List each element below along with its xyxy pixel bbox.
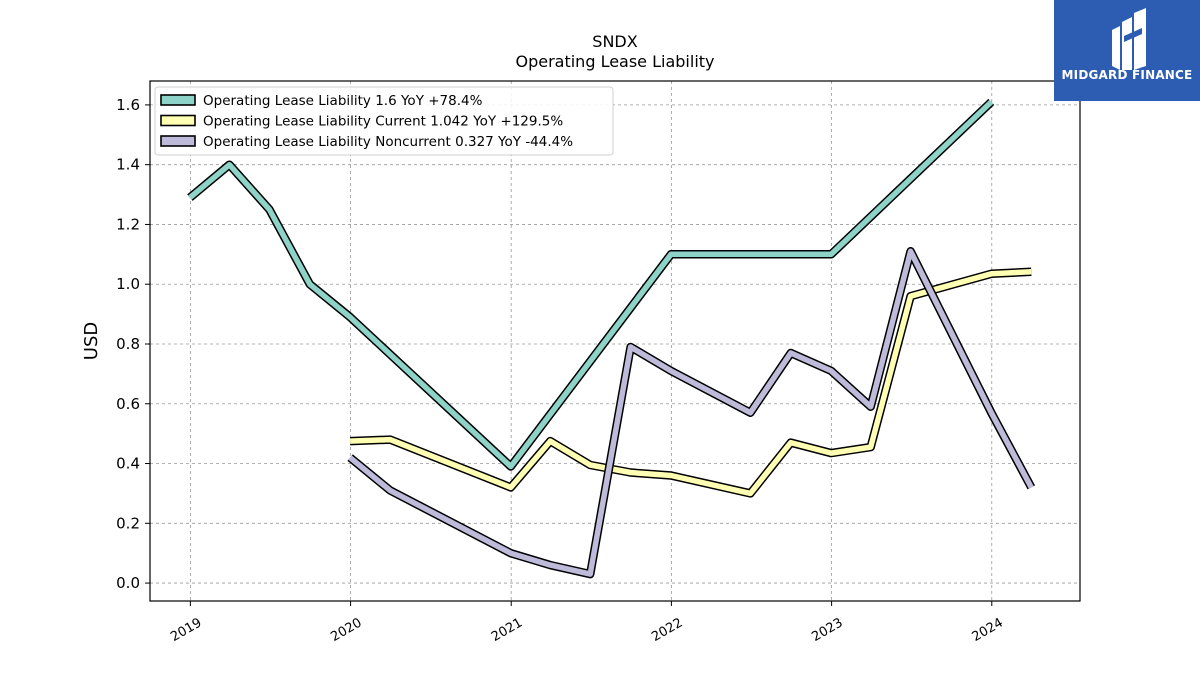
x-tick-label: 2020 <box>328 615 364 645</box>
y-tick-label: 0.6 <box>116 395 140 413</box>
legend-swatch <box>160 114 196 127</box>
y-tick-label: 0.4 <box>116 455 140 473</box>
series-line-1 <box>188 99 994 470</box>
chart-title: SNDX <box>592 32 638 51</box>
grid-lines <box>150 81 1080 601</box>
legend-swatch <box>160 135 196 147</box>
y-tick-label: 0.2 <box>116 514 140 532</box>
logo-mark-icon <box>1112 8 1146 70</box>
x-tick-label: 2023 <box>809 615 845 645</box>
series-line-2 <box>349 268 1032 497</box>
x-tick-label: 2019 <box>168 615 204 645</box>
y-tick-label: 1.6 <box>116 96 140 114</box>
axis-ticks: 0.0 0.2 0.4 0.6 0.8 1.0 1.2 1.4 1.6 2019 2020 2021 2… <box>116 96 1006 645</box>
y-tick-label: 0.8 <box>116 335 140 353</box>
y-tick-label: 1.2 <box>116 215 140 233</box>
x-tick-label: 2022 <box>649 615 685 645</box>
y-axis-label: USD <box>81 322 102 360</box>
y-tick-label: 1.4 <box>116 156 140 174</box>
plot-frame <box>149 80 1081 602</box>
legend-label: Operating Lease Liability Current 1.042 … <box>203 114 563 130</box>
y-tick-label: 0.0 <box>116 574 140 592</box>
legend-swatch <box>160 94 196 106</box>
series-line-3 <box>348 248 1034 577</box>
logo-text: MIDGARD FINANCE <box>1061 68 1193 82</box>
legend-label: Operating Lease Liability Noncurrent 0.3… <box>203 134 573 150</box>
legend-box <box>154 86 614 156</box>
x-tick-label: 2024 <box>970 615 1006 645</box>
legend: Operating Lease Liability 1.6 YoY +78.4%… <box>154 86 614 156</box>
legend-label: Operating Lease Liability 1.6 YoY +78.4% <box>203 93 483 109</box>
series-lines <box>187 98 1036 579</box>
x-tick-label: 2021 <box>489 615 525 645</box>
y-tick-label: 1.0 <box>116 275 140 293</box>
midgard-finance-logo: MIDGARD FINANCE <box>1054 0 1200 101</box>
chart-subtitle: Operating Lease Liability <box>515 52 715 71</box>
